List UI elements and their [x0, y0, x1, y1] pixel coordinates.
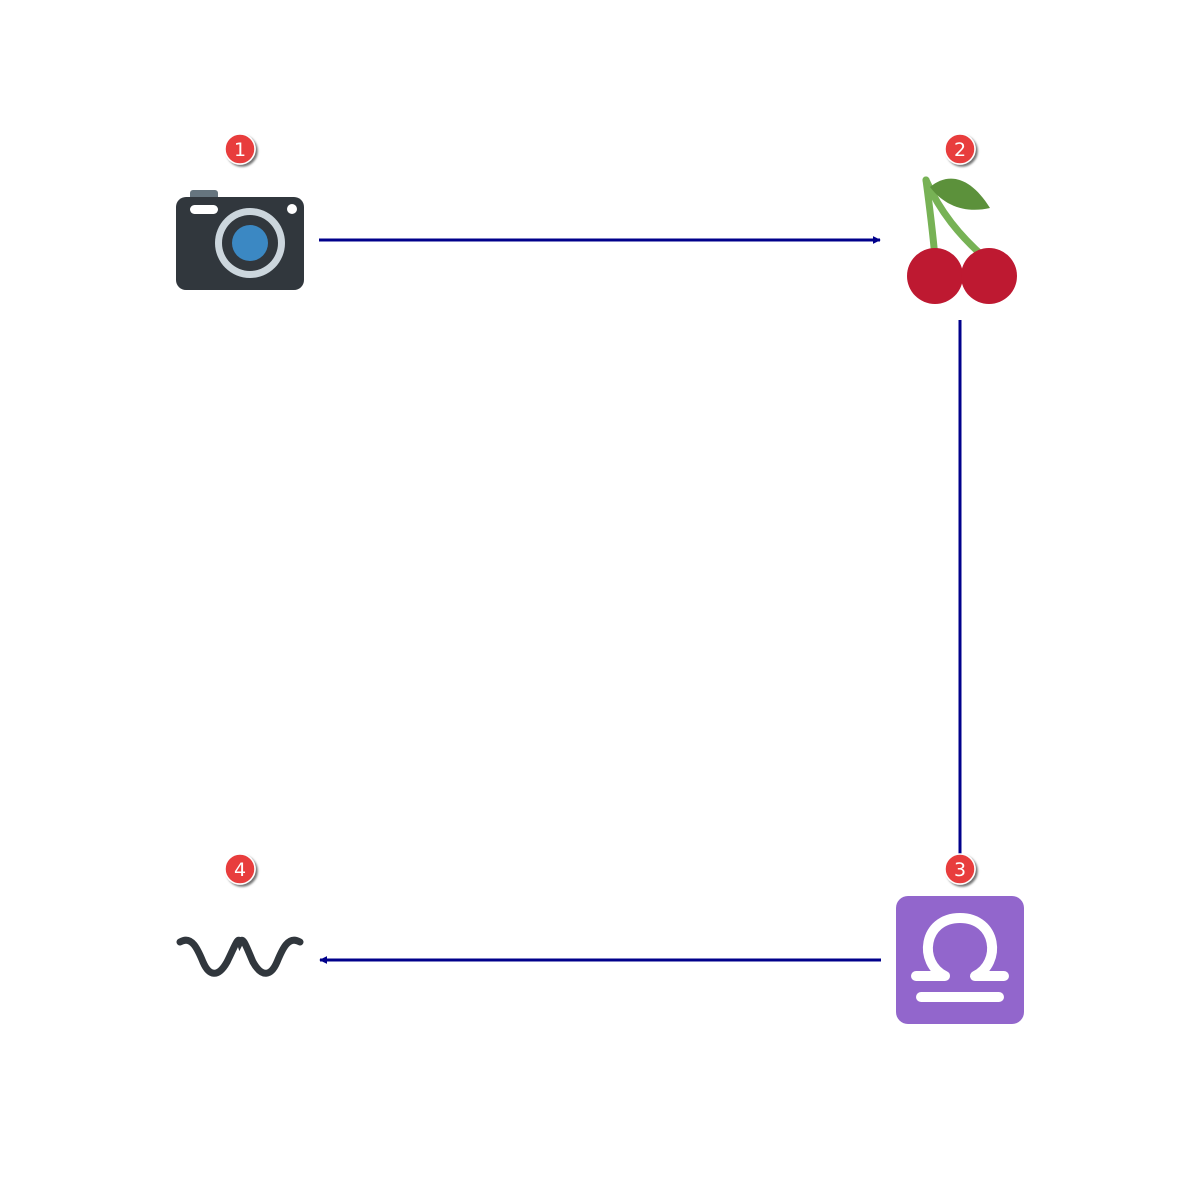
- camera-icon: [176, 190, 304, 290]
- badge-3: 3: [944, 853, 976, 885]
- badge-3-label: 3: [954, 859, 966, 881]
- node-3: 3: [896, 853, 1024, 1024]
- wavy-dash-icon: [176, 936, 304, 977]
- node-1: 1: [176, 133, 304, 290]
- badge-4: 4: [224, 853, 256, 885]
- badge-2-label: 2: [954, 139, 966, 161]
- badge-1-label: 1: [234, 139, 246, 161]
- badge-1: 1: [224, 133, 256, 165]
- badge-4-label: 4: [234, 859, 246, 881]
- badge-2: 2: [944, 133, 976, 165]
- cherries-icon: [907, 176, 1017, 304]
- node-4: 4: [176, 853, 304, 977]
- libra-icon: [896, 896, 1024, 1024]
- node-2: 2: [907, 133, 1017, 304]
